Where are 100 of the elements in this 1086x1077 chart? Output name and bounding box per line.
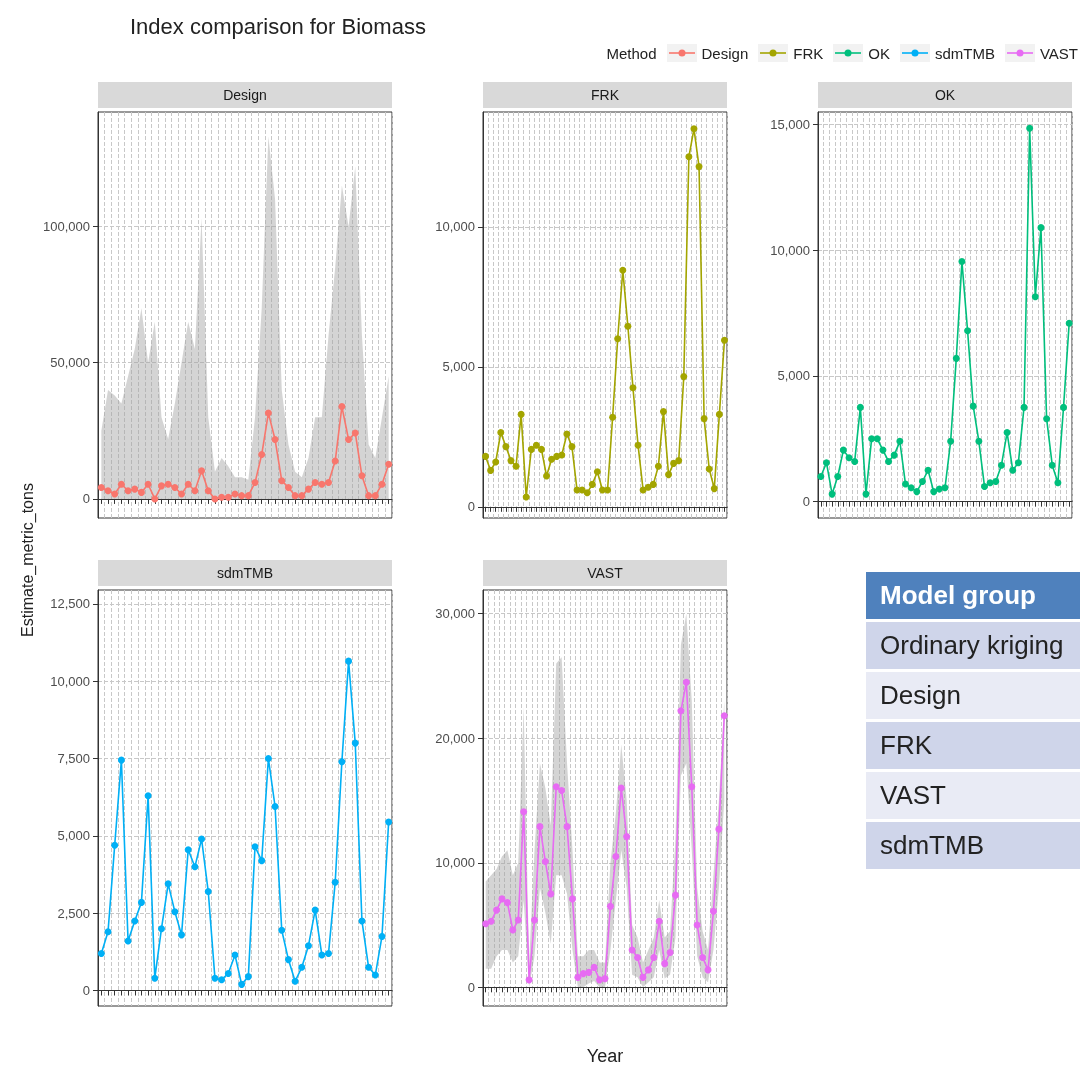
point [705,465,713,473]
point [617,784,625,792]
point [244,973,252,981]
point [644,483,652,491]
point [487,917,495,925]
point [117,480,125,488]
point [537,445,545,453]
point [1031,293,1039,301]
point [137,898,145,906]
point [164,480,172,488]
point [947,437,955,445]
point [164,880,172,888]
point [675,457,683,465]
y-tick-label: 0 [802,494,810,510]
point [218,976,226,984]
point [568,443,576,451]
point [371,971,379,979]
point [198,835,206,843]
point [509,926,517,934]
text: Model group [866,572,1080,621]
point [184,480,192,488]
y-tick-label: 5,000 [777,368,810,384]
y-axis-title: Estimate_metric_tons [19,483,37,637]
point [131,485,139,493]
point [144,792,152,800]
point [1054,479,1062,487]
point [331,457,339,465]
point [264,409,272,417]
chart-subtitle: Design [98,82,392,108]
text: sdmTMB [866,820,1080,871]
point [171,908,179,916]
point [331,878,339,886]
point [191,487,199,495]
point [552,783,560,791]
y-tick-label: 2,500 [57,905,90,921]
point [104,928,112,936]
point [558,451,566,459]
point [338,403,346,411]
legend-label: sdmTMB [934,44,995,62]
point [251,843,259,851]
point [682,678,690,686]
point [644,966,652,974]
point [720,712,728,720]
point [699,953,707,961]
point [952,354,960,362]
point [284,956,292,964]
legend-label: VAST [1039,44,1078,62]
point [680,373,688,381]
point [378,932,386,940]
point [690,125,698,133]
point [1009,466,1017,474]
point [715,825,723,833]
point [171,483,179,491]
point [1060,403,1068,411]
point [104,487,112,495]
point [839,446,847,454]
y-tick-label: 50,000 [50,355,90,371]
point [345,436,353,444]
point [507,457,515,465]
y-tick-label: 0 [467,499,475,515]
point [873,435,881,443]
point [845,454,853,462]
point [606,902,614,910]
point [822,459,830,467]
point [224,493,232,501]
point [992,478,1000,486]
legend-label: FRK [793,44,824,62]
point [338,758,346,766]
point [111,490,119,498]
chart-subtitle: VAST [483,560,727,586]
point [935,485,943,493]
point [624,322,632,330]
point [614,335,622,343]
point [144,480,152,488]
point [191,863,199,871]
point [385,460,393,468]
point [1020,403,1028,411]
y-tick-label: 100,000 [43,218,90,234]
point [124,487,132,495]
text: Ordinary kriging [866,620,1080,671]
point [693,921,701,929]
point [298,963,306,971]
point [291,977,299,985]
point [650,953,658,961]
point [547,890,555,898]
point [358,472,366,480]
point [311,479,319,487]
point [157,925,165,933]
point [590,963,598,971]
point [298,492,306,500]
point [659,408,667,416]
point [828,490,836,498]
point [604,486,612,494]
point [258,857,266,865]
point [137,488,145,496]
point [365,492,373,500]
point [596,976,604,984]
point [151,495,159,503]
point [482,920,490,928]
point [264,755,272,763]
